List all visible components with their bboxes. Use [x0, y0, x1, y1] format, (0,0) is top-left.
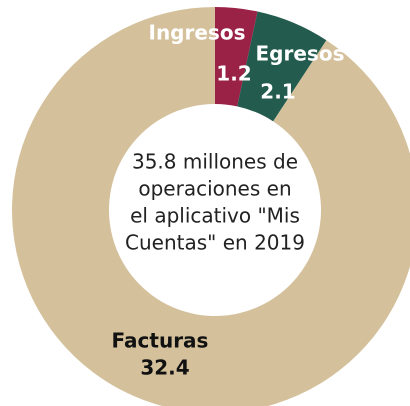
donut-slice — [237, 11, 327, 122]
slice-label: Egresos — [256, 42, 345, 66]
center-text: Cuentas" en 2019 — [125, 231, 305, 255]
slice-value: 1.2 — [216, 62, 251, 86]
slice-value: 2.1 — [260, 80, 295, 104]
center-text: operaciones en — [138, 177, 291, 201]
center-text: el aplicativo "Mis — [130, 204, 300, 228]
donut-slice — [11, 7, 410, 406]
slice-label: Facturas — [112, 329, 209, 353]
donut-slice — [215, 7, 258, 107]
center-text: 35.8 millones de — [132, 150, 298, 174]
slice-value: 32.4 — [140, 356, 189, 380]
slice-label: Ingresos — [149, 21, 246, 45]
